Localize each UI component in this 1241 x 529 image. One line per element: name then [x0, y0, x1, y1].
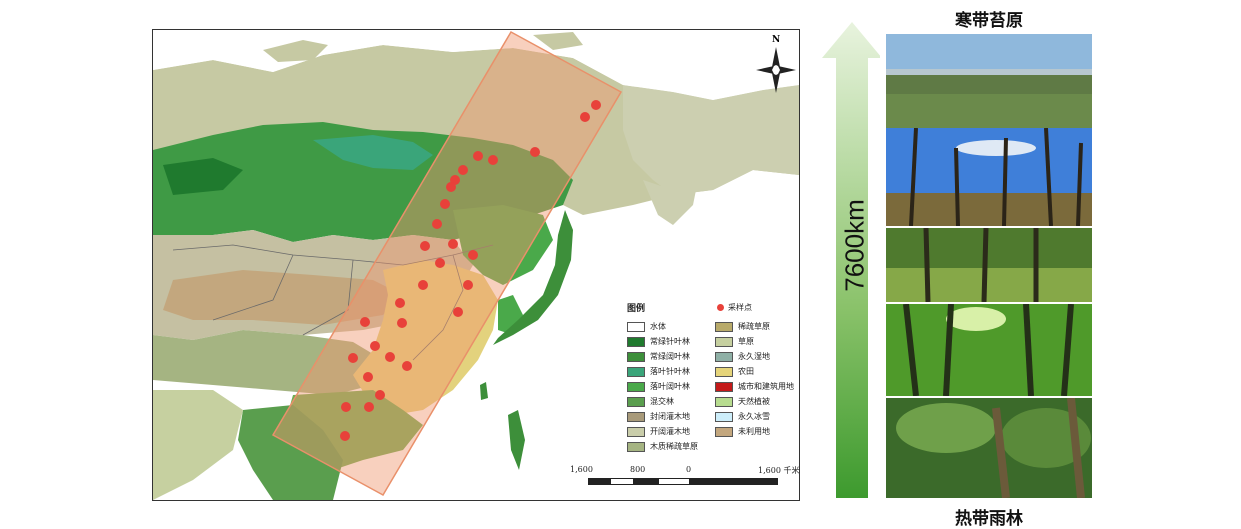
legend-item: 封闭灌木地 [627, 409, 698, 424]
legend-swatch [715, 321, 733, 332]
legend-swatch [627, 441, 645, 452]
scale-segment [610, 478, 634, 485]
legend-label: 常绿针叶林 [650, 337, 690, 346]
legend-swatch [627, 321, 645, 332]
legend-label: 木质稀疏草原 [650, 442, 698, 451]
severnaya-zemlya [533, 32, 583, 50]
legend-label: 草原 [738, 337, 754, 346]
legend-swatch [627, 351, 645, 362]
legend-swatch [627, 336, 645, 347]
subtropical-forest-photo [886, 304, 1092, 396]
legend-swatch [715, 396, 733, 407]
bottom-photo-title: 热带雨林 [955, 509, 1023, 529]
legend-swatch [715, 381, 733, 392]
legend-item: 常绿针叶林 [627, 334, 698, 349]
legend-item: 水体 [627, 319, 698, 334]
legend-item: 永久冰雪 [715, 409, 794, 424]
borders [172, 244, 494, 361]
legend-item: 开阔灌木地 [627, 424, 698, 439]
map-legend: 图例 采样点 水体常绿针叶林常绿阔叶林落叶针叶林落叶阔叶林混交林封闭灌木地开阔灌… [627, 301, 795, 454]
legend-swatch [627, 381, 645, 392]
legend-label: 农田 [738, 367, 754, 376]
vegetation-map: N 图例 采样点 水体常绿针叶林常绿阔叶林落叶针叶林落叶阔叶林混交林封闭灌木地开… [152, 29, 800, 501]
scale-segment [658, 478, 690, 485]
larch-forest [313, 135, 433, 170]
legend-label: 永久冰雪 [738, 412, 770, 421]
legend-swatch [627, 396, 645, 407]
legend-item: 城市和建筑用地 [715, 379, 794, 394]
dark-conifer [163, 158, 243, 195]
scale-label-mid: 800 [630, 465, 646, 474]
scale-segment [588, 478, 610, 485]
legend-item: 农田 [715, 364, 794, 379]
scale-label-left: 1,600 [570, 465, 593, 474]
philippines [508, 410, 525, 470]
legend-label: 混交林 [650, 397, 674, 406]
legend-item: 草原 [715, 334, 794, 349]
legend-column-right: 稀疏草原草原永久湿地农田城市和建筑用地 天然植被永久冰雪未利用地 [715, 319, 794, 439]
taiwan [480, 382, 488, 400]
legend-column-left: 水体常绿针叶林常绿阔叶林落叶针叶林落叶阔叶林混交林封闭灌木地开阔灌木地木质稀疏草… [627, 319, 698, 454]
legend-item: 未利用地 [715, 424, 794, 439]
northeast-forest [453, 205, 553, 285]
legend-item: 落叶针叶林 [627, 364, 698, 379]
kamchatka [643, 180, 698, 225]
legend-label: 水体 [650, 322, 666, 331]
legend-item: 永久湿地 [715, 349, 794, 364]
legend-item: 常绿阔叶林 [627, 349, 698, 364]
scale-bar: 1,600 800 0 1,600 千米 [570, 465, 800, 495]
map-drawing [153, 30, 799, 500]
scale-segment [690, 478, 778, 485]
legend-item: 稀疏草原 [715, 319, 794, 334]
legend-label: 封闭灌木地 [650, 412, 690, 421]
legend-swatch [715, 351, 733, 362]
desert [163, 270, 403, 325]
top-photo-title: 寒带苔原 [955, 11, 1023, 31]
legend-item: 混交林 [627, 394, 698, 409]
east-china [353, 260, 498, 415]
legend-label: 未利用地 [738, 427, 770, 436]
legend-sample-point: 采样点 [717, 302, 752, 313]
legend-label: 天然植被 [738, 397, 770, 406]
temperate-forest-photo [886, 228, 1092, 302]
japan [493, 210, 573, 345]
scale-segment [634, 478, 658, 485]
legend-swatch [715, 411, 733, 422]
india-edge [153, 390, 243, 500]
legend-swatch [715, 426, 733, 437]
north-label: N [772, 35, 781, 45]
legend-swatch [627, 366, 645, 377]
legend-item: 天然植被 [715, 394, 794, 409]
sample-points [340, 100, 601, 441]
legend-swatch [715, 366, 733, 377]
legend-label: 常绿阔叶林 [650, 352, 690, 361]
distance-arrow [822, 22, 880, 498]
compass-icon [756, 47, 796, 93]
boreal-forest-photo [886, 128, 1092, 226]
legend-item: 木质稀疏草原 [627, 439, 698, 454]
legend-title: 图例 [627, 304, 646, 314]
scale-label-right: 1,600 千米 [758, 466, 800, 475]
legend-label: 城市和建筑用地 [738, 382, 794, 391]
legend-label: 开阔灌木地 [650, 427, 690, 436]
legend-label: 落叶针叶林 [650, 367, 690, 376]
north-arrow: N [756, 35, 796, 95]
legend-label: 稀疏草原 [738, 322, 770, 331]
southeast-asia [238, 405, 343, 500]
legend-label: 永久湿地 [738, 352, 770, 361]
tropical-rainforest-photo [886, 398, 1092, 498]
landmass-east-tundra [623, 85, 799, 195]
legend-swatch [715, 336, 733, 347]
sample-point-dot-icon [717, 304, 724, 311]
novaya-zemlya [263, 40, 328, 62]
scale-label-zero: 0 [686, 465, 692, 474]
tundra-photo [886, 34, 1092, 128]
legend-item: 落叶阔叶林 [627, 379, 698, 394]
legend-sample-label: 采样点 [728, 303, 752, 312]
legend-label: 落叶阔叶林 [650, 382, 690, 391]
legend-swatch [627, 411, 645, 422]
distance-label: 7600km [839, 199, 870, 292]
legend-swatch [627, 426, 645, 437]
